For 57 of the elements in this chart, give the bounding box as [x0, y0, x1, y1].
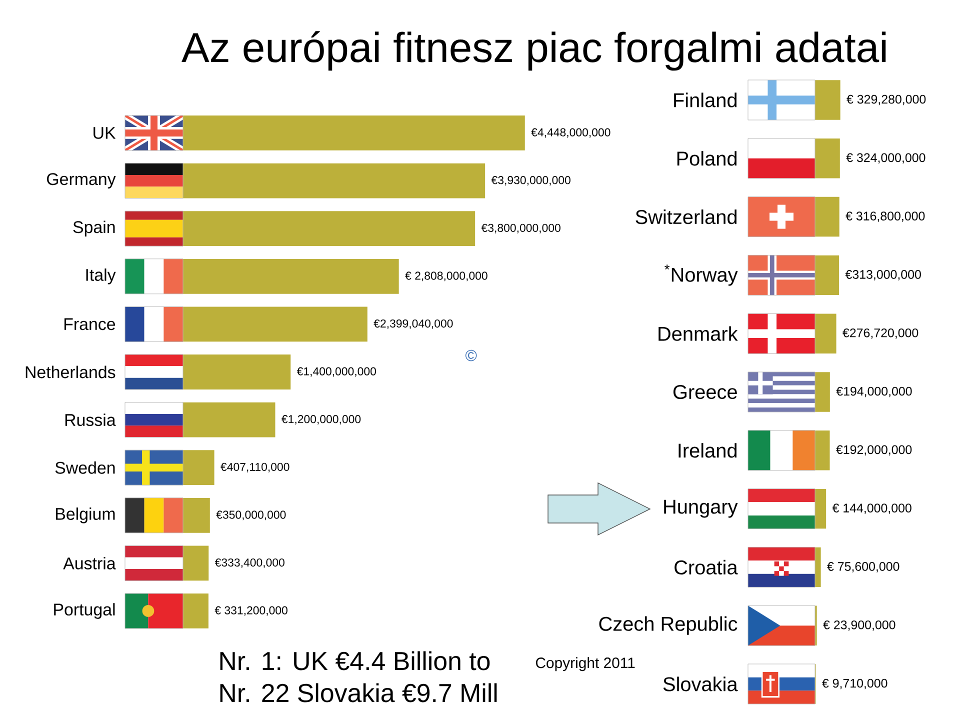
- data-label: €2,399,040,000: [374, 319, 453, 329]
- data-label: €313,000,000: [845, 270, 921, 280]
- y-tick-label: Croatia: [674, 560, 738, 574]
- y-tick-label: $^{*}$Norway: [664, 264, 738, 286]
- data-label: €407,110,000: [220, 462, 290, 472]
- y-tick-label: Hungary: [664, 500, 738, 518]
- bar: [183, 163, 486, 198]
- y-tick-label: Ireland: [678, 443, 737, 458]
- y-tick-label: Switzerland: [636, 209, 737, 224]
- chart-title: Az európai fitnesz piac forgalmi adatai: [182, 31, 886, 71]
- bar: [183, 354, 291, 390]
- y-tick-label: Germany: [47, 173, 116, 188]
- y-tick-label: Denmark: [658, 326, 738, 341]
- data-label: € 324,000,000: [846, 153, 926, 164]
- y-tick-label: Russia: [65, 414, 116, 426]
- bar: [815, 488, 826, 529]
- data-label: €194,000,000: [836, 386, 912, 398]
- y-tick-label: France: [64, 318, 116, 330]
- y-tick-label: Italy: [86, 268, 116, 284]
- bar: [183, 402, 276, 438]
- text: Nr. 22 Slovakia €9.7 Mill: [220, 683, 497, 702]
- data-label: € 75,600,000: [827, 562, 900, 572]
- y-tick-label: Spain: [73, 220, 115, 236]
- y-tick-label: UK: [94, 127, 116, 139]
- bar: [815, 372, 830, 412]
- bar: [815, 547, 821, 588]
- data-label: € 331,200,000: [214, 606, 288, 616]
- data-label: € 23,900,000: [823, 620, 896, 631]
- text: Nr. 1: UK €4.4 Billion to: [220, 651, 490, 670]
- data-label: € 2,808,000,000: [405, 272, 488, 282]
- y-tick-label: Greece: [673, 384, 737, 400]
- y-tick-label: Netherlands: [26, 366, 116, 378]
- data-label: €1,200,000,000: [282, 415, 361, 425]
- y-tick-label: Austria: [63, 556, 116, 570]
- data-label: €3,800,000,000: [481, 224, 560, 234]
- data-label: €192,000,000: [836, 445, 912, 456]
- y-tick-label: Sweden: [55, 461, 115, 474]
- data-label: €1,400,000,000: [296, 367, 376, 377]
- data-label: € 144,000,000: [832, 504, 912, 514]
- data-label: € 316,800,000: [846, 212, 925, 222]
- y-tick-label: Finland: [674, 92, 737, 108]
- bar: [815, 314, 836, 354]
- data-label: € 329,280,000: [846, 94, 926, 106]
- y-tick-label: Poland: [677, 151, 737, 166]
- data-label: €333,400,000: [214, 558, 284, 568]
- y-tick-label: Slovakia: [663, 676, 738, 692]
- y-tick-label: Belgium: [56, 508, 115, 524]
- annotation: ©: [465, 350, 477, 362]
- data-label: € 9,710,000: [822, 678, 888, 690]
- y-tick-label: Czech Republic: [599, 616, 738, 635]
- bar: [183, 546, 209, 581]
- y-tick-label: Portugal: [54, 603, 115, 619]
- data-label: €276,720,000: [842, 328, 918, 339]
- text: Copyright 2011: [536, 657, 635, 672]
- data-label: €4,448,000,000: [531, 128, 610, 138]
- data-label: €3,930,000,000: [491, 176, 570, 186]
- data-label: €350,000,000: [216, 510, 286, 520]
